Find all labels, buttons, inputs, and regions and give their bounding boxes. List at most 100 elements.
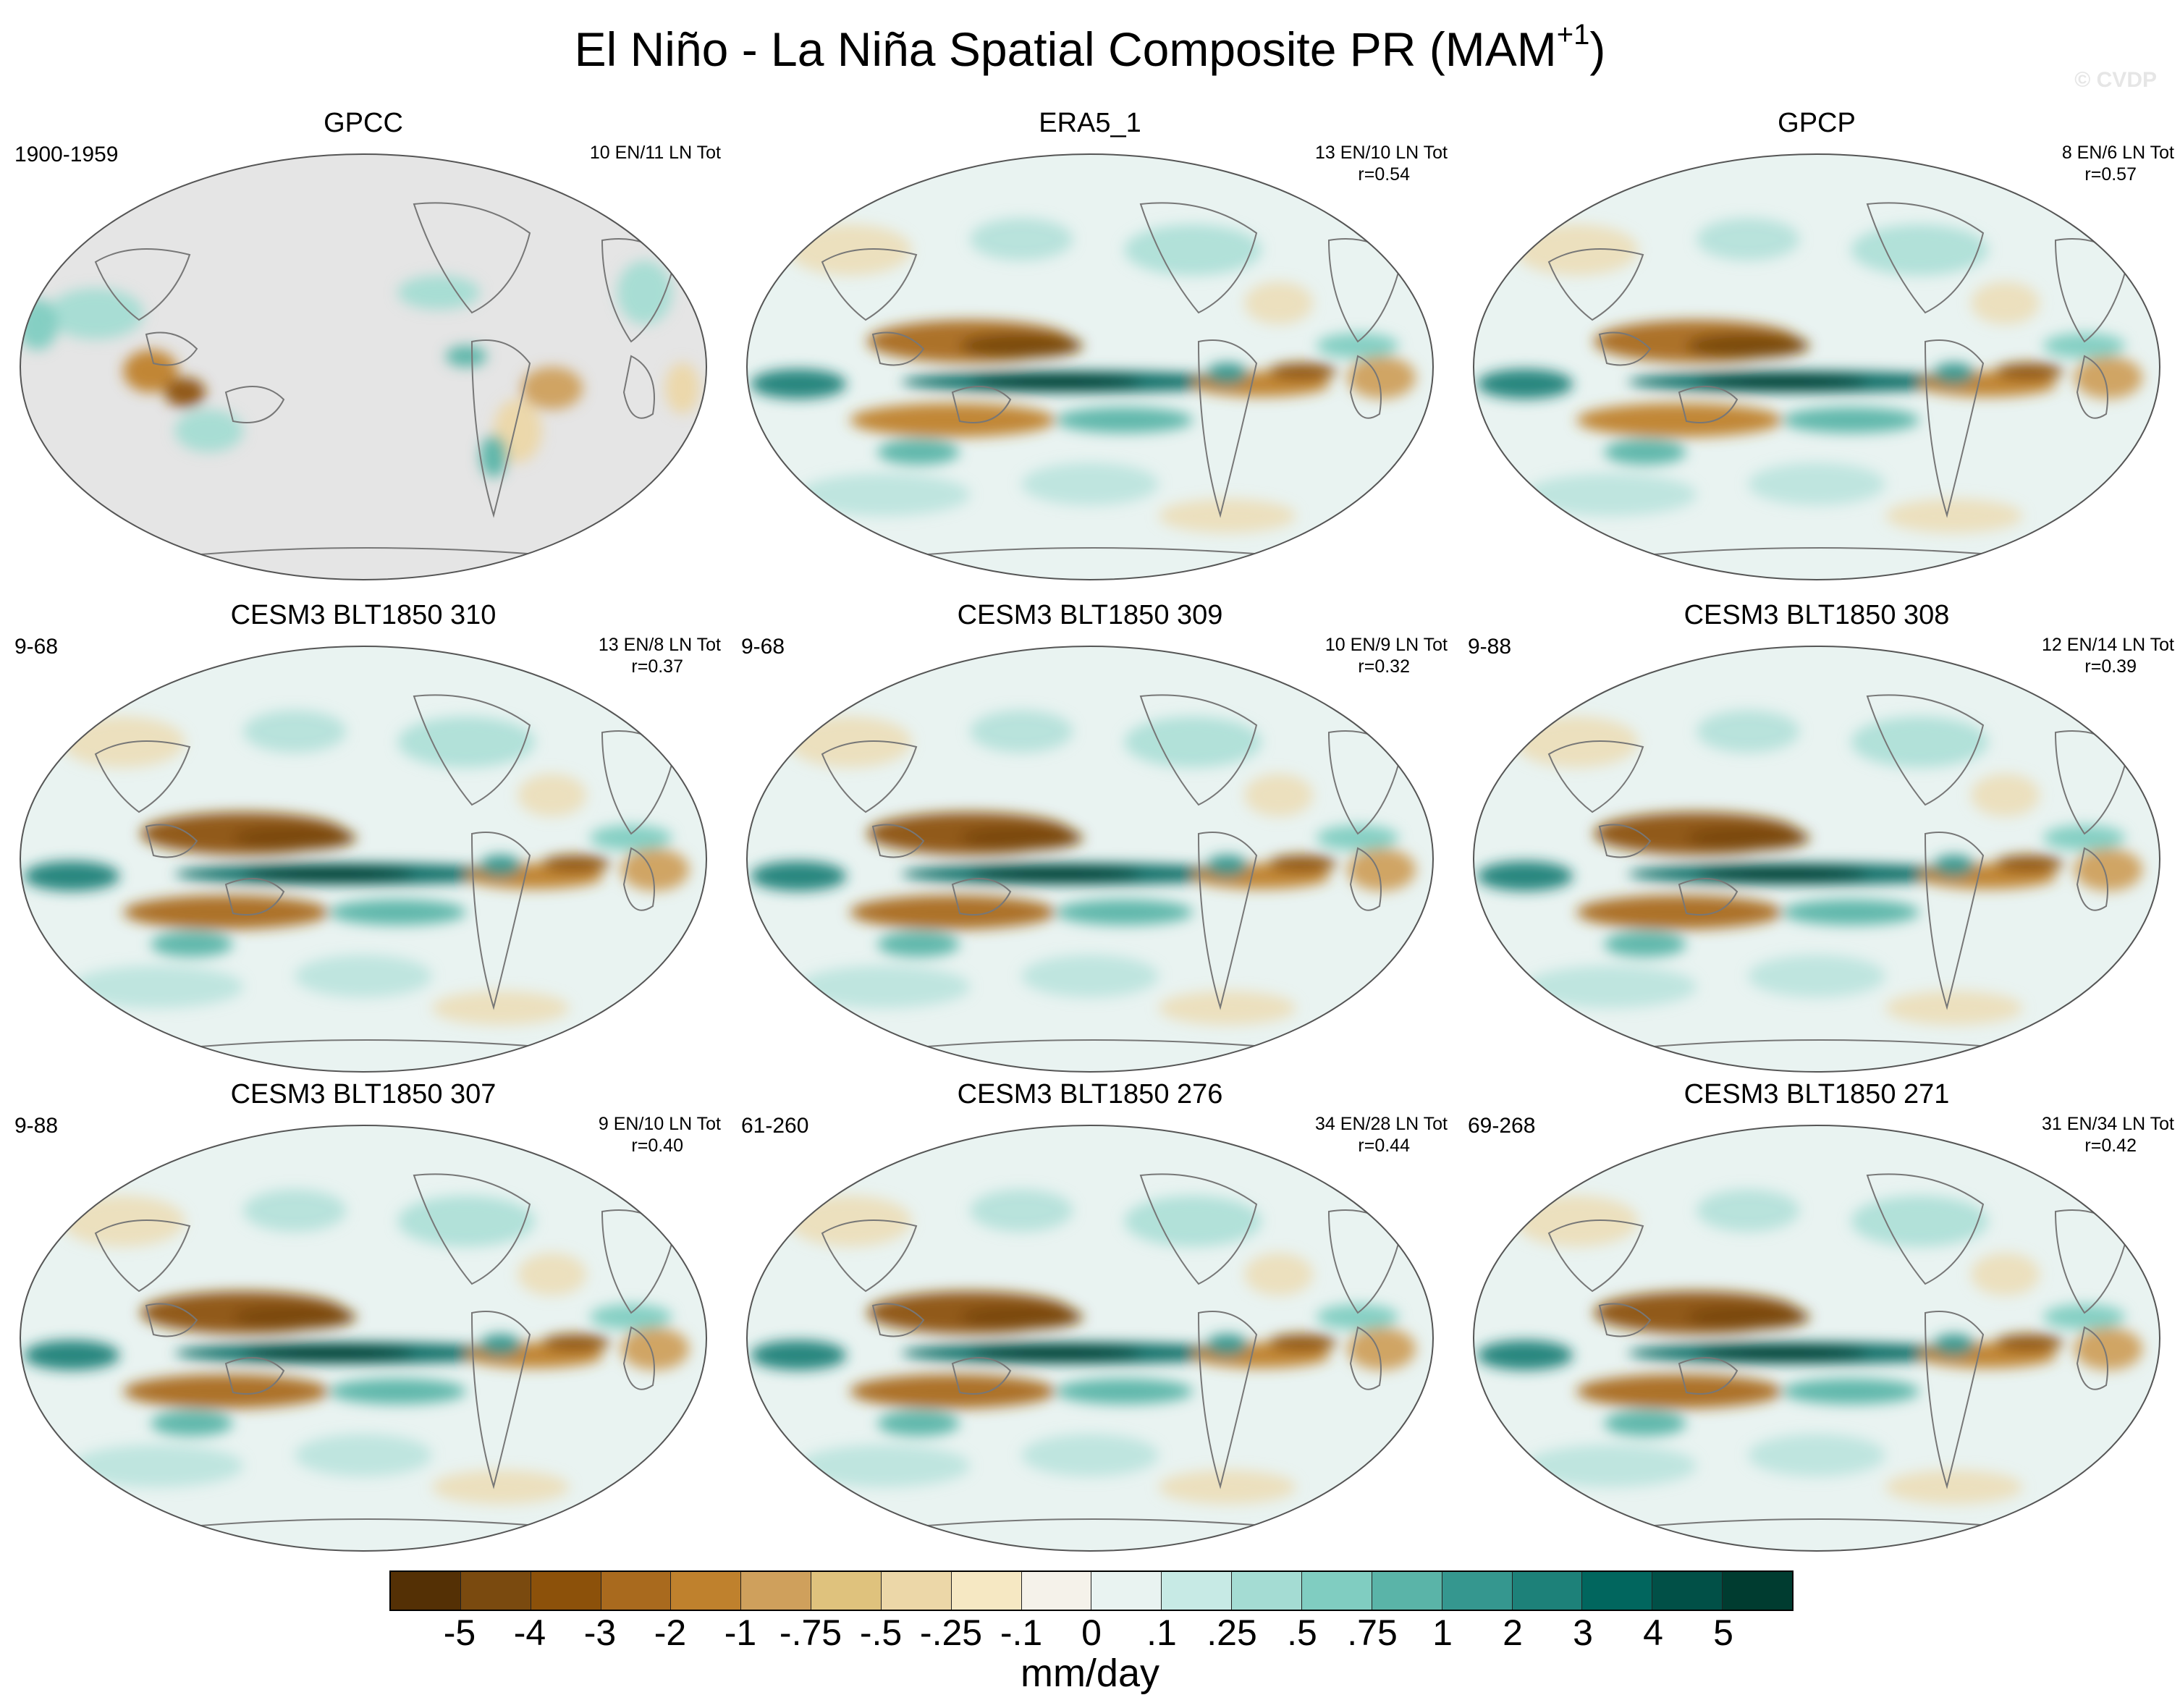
coastline — [1197, 339, 1258, 518]
atlantic-wet-patch — [1316, 824, 1399, 851]
coastline — [1349, 355, 1382, 419]
wet-patch — [1021, 462, 1159, 506]
coastline — [1598, 331, 1652, 366]
south-pacific-dry-band — [1576, 1374, 1783, 1409]
precip-anomaly-map — [746, 153, 1434, 580]
map-outline — [20, 153, 707, 580]
coastline — [1547, 248, 1644, 321]
atlantic-wet-patch — [1316, 1303, 1399, 1330]
map-outline — [746, 153, 1434, 580]
panel-year-range: 9-88 — [1468, 635, 1512, 659]
precip-anomaly-map — [1473, 646, 2160, 1073]
south-wet-patch — [1604, 439, 1686, 465]
map-panel: CESM3 BLT1850 310 9-68 13 EN/8 LN Tot r=0.3… — [0, 599, 727, 1077]
colorbar-swatch — [951, 1572, 1022, 1610]
wet-patch — [1525, 473, 1697, 516]
indian-ocean-wet — [750, 368, 847, 399]
dry-patch — [1885, 1470, 2023, 1505]
africa-dry — [620, 848, 690, 892]
coastline — [951, 878, 1012, 916]
figure-title: El Niño - La Niña Spatial Composite PR (… — [574, 19, 1606, 76]
panel-event-count: 10 EN/11 LN Tot — [589, 143, 721, 163]
coastline — [224, 1357, 285, 1395]
coastline — [871, 331, 925, 366]
map-outline — [746, 1125, 1434, 1552]
coastline — [470, 1311, 531, 1489]
north-pacific-dry-core — [1686, 824, 1810, 851]
coastline — [1606, 1518, 2042, 1531]
wet-patch — [1124, 1196, 1262, 1247]
coastline — [153, 1039, 588, 1052]
colorbar-tick-label: -2 — [654, 1612, 687, 1653]
dry-patch — [1244, 774, 1314, 817]
colorbar-swatch — [1652, 1572, 1723, 1610]
panel-year-range: 9-68 — [14, 635, 59, 659]
colorbar-tick-label: -.1 — [1000, 1612, 1043, 1653]
precip-anomaly-map — [20, 646, 707, 1073]
map-background — [747, 646, 1433, 1072]
atlantic-wet-patch — [1316, 332, 1399, 359]
panel-pattern-correlation: r=0.32 — [1358, 656, 1410, 677]
map-background — [20, 1125, 706, 1551]
coastline — [413, 202, 531, 314]
panel-title: CESM3 BLT1850 276 — [957, 1079, 1223, 1109]
colorbar-swatch — [460, 1572, 531, 1610]
dry-patch — [431, 991, 570, 1026]
coastline — [1547, 1219, 1644, 1293]
panel-year-range: 61-260 — [741, 1114, 809, 1138]
land-dry-anomaly — [123, 350, 179, 393]
panel-year-range: 1900-1959 — [14, 143, 119, 166]
panel-event-count: 13 EN/8 LN Tot — [598, 635, 721, 655]
colorbar-tick-label: 5 — [1713, 1612, 1733, 1653]
southeast-pacific-wet — [1782, 407, 1920, 434]
map-panel: GPCP 8 EN/6 LN Tot r=0.57 — [1453, 107, 2180, 585]
colorbar-tick-label: 0 — [1081, 1612, 1102, 1653]
dry-patch — [517, 774, 587, 817]
coastline — [879, 1518, 1315, 1531]
coastline — [1866, 1173, 1985, 1285]
wet-patch — [970, 1189, 1073, 1232]
coastline — [1678, 386, 1738, 423]
central-america-wet — [1207, 1334, 1249, 1356]
map-outline — [1473, 1125, 2160, 1552]
land-dry-anomaly — [665, 363, 700, 414]
wet-patch — [970, 218, 1073, 261]
south-wet-patch — [877, 1410, 960, 1437]
southeast-pacific-wet — [329, 1378, 467, 1405]
africa-dry — [2074, 1327, 2143, 1371]
land-dry-anomaly — [164, 377, 206, 407]
wet-patch — [1697, 1189, 1800, 1232]
south-pacific-dry-band — [123, 895, 329, 930]
coastline — [2076, 1326, 2108, 1390]
panel-pattern-correlation: r=0.40 — [631, 1136, 683, 1156]
coastline — [821, 248, 918, 321]
wet-patch — [1851, 716, 1988, 768]
colorbar-swatch — [741, 1572, 812, 1610]
africa-dry — [1347, 356, 1416, 399]
coastline — [622, 1326, 655, 1390]
coastline — [145, 331, 198, 366]
wet-patch — [243, 1189, 347, 1232]
coastline — [153, 1518, 588, 1531]
central-america-wet — [1207, 363, 1249, 384]
coastline — [94, 1219, 191, 1293]
wet-patch — [1021, 955, 1159, 998]
colorbar-swatch — [1723, 1572, 1792, 1610]
atlantic-dry-core — [541, 855, 611, 872]
coastline — [871, 824, 925, 858]
equatorial-pacific-wet-core — [1697, 374, 1869, 389]
atlantic-dry-core — [1268, 855, 1338, 872]
panel-event-count: 34 EN/28 LN Tot — [1315, 1114, 1448, 1134]
panel-event-count: 10 EN/9 LN Tot — [1325, 635, 1448, 655]
precip-anomaly-map — [1473, 1125, 2160, 1552]
map-panel: CESM3 BLT1850 276 61-260 34 EN/28 LN Tot r=… — [727, 1078, 1453, 1556]
colorbar-swatch — [1021, 1572, 1092, 1610]
panel-event-count: 12 EN/14 LN Tot — [2042, 635, 2174, 655]
map-panel: CESM3 BLT1850 271 69-268 31 EN/34 LN Tot r=… — [1453, 1078, 2180, 1556]
atlantic-wet-patch — [2042, 1303, 2126, 1330]
colorbar-tick-label: .25 — [1207, 1612, 1257, 1653]
colorbar-swatch — [671, 1572, 742, 1610]
colorbar-tick-label: .75 — [1347, 1612, 1398, 1653]
dry-patch — [1158, 991, 1296, 1026]
southeast-pacific-wet — [1055, 1378, 1193, 1405]
